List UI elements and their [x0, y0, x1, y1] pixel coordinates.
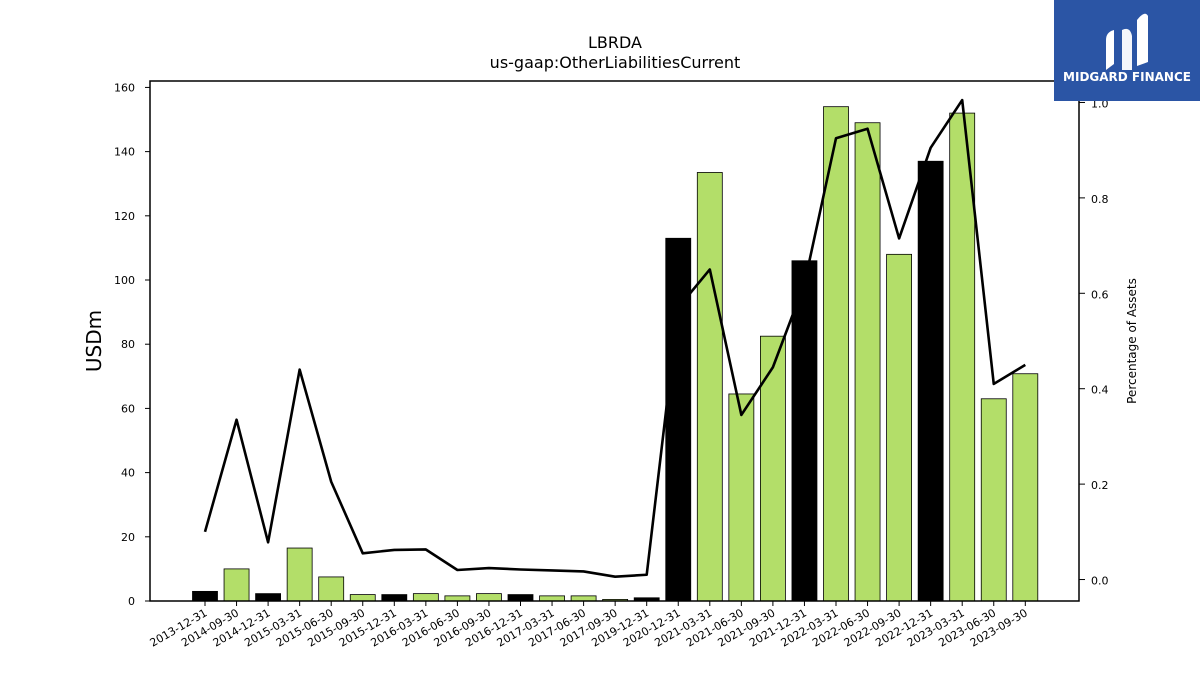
bar	[823, 106, 849, 602]
y-tick-label: 0	[128, 595, 135, 608]
bar	[286, 547, 313, 602]
bar	[507, 594, 534, 602]
y2-tick-label: 0.2	[1091, 479, 1109, 492]
y2-tick-label: 0.8	[1091, 193, 1109, 206]
y-axis-left: 0 20 40 60 80 100 120 140 160	[114, 81, 150, 608]
bar	[381, 594, 408, 602]
line-path	[203, 98, 1026, 578]
line-series	[203, 98, 1026, 578]
y-axis-label: USDm	[82, 310, 106, 372]
y-tick-label: 60	[121, 402, 135, 415]
logo-mark-icon	[1106, 13, 1148, 70]
bar	[318, 576, 345, 602]
y-tick-label: 40	[121, 467, 135, 480]
bar	[192, 590, 218, 602]
y2-tick-label: 0.4	[1091, 384, 1109, 397]
y-tick-label: 100	[114, 274, 135, 287]
bar	[412, 593, 439, 602]
bar	[349, 594, 376, 602]
y-tick-label: 140	[114, 146, 135, 159]
plot-frame	[149, 80, 1080, 602]
y2-tick-label: 0.0	[1091, 575, 1109, 588]
y-tick-label: 120	[114, 210, 135, 223]
bar	[917, 160, 944, 602]
y2-axis-label: Percentage of Assets	[1125, 278, 1139, 404]
bar	[791, 260, 818, 602]
bar	[854, 122, 881, 602]
y-tick-label: 20	[121, 531, 135, 544]
bar	[570, 595, 597, 602]
y-axis-right: 0.00.20.40.60.81.0	[1079, 97, 1109, 588]
bar-series	[192, 106, 1039, 602]
chart-title: LBRDA	[588, 33, 642, 52]
bar	[444, 595, 471, 602]
bar	[223, 568, 250, 602]
y-tick-label: 160	[114, 81, 135, 94]
bar	[696, 172, 723, 602]
bar	[539, 595, 565, 602]
y-tick-label: 80	[121, 338, 135, 351]
y2-tick-label: 0.6	[1091, 288, 1109, 301]
bar	[1012, 373, 1039, 602]
bar	[476, 593, 502, 602]
bar	[949, 112, 976, 602]
chart-subtitle: us-gaap:OtherLiabilitiesCurrent	[490, 53, 741, 72]
bar	[760, 335, 786, 602]
bar	[980, 398, 1007, 602]
bar	[255, 593, 282, 602]
x-axis: 2013-12-312014-09-302014-12-312015-03-31…	[148, 601, 1030, 650]
brand-logo: MIDGARD FINANCE	[1054, 0, 1200, 101]
bar	[665, 237, 692, 602]
bar	[886, 253, 912, 602]
bar	[728, 393, 755, 602]
logo-text: MIDGARD FINANCE	[1063, 70, 1191, 84]
